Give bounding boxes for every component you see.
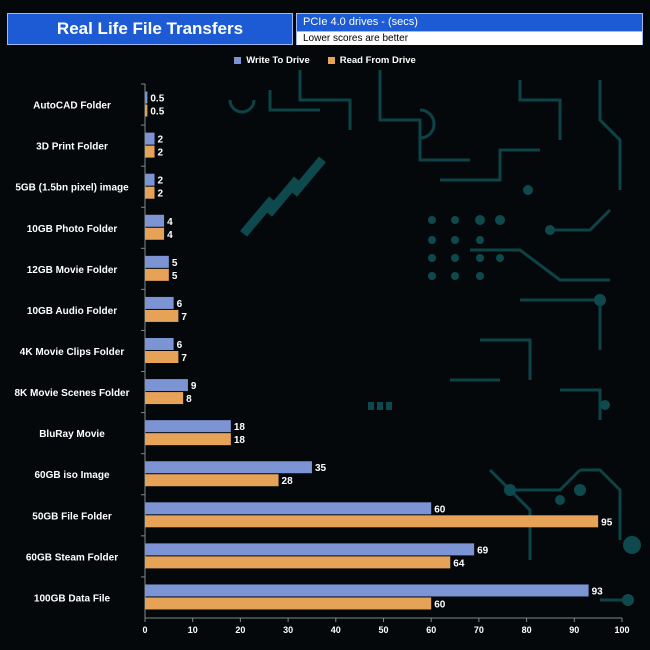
data-label-write: 2	[158, 135, 164, 146]
bar-write	[145, 502, 432, 515]
x-tick-label: 0	[142, 625, 147, 635]
legend-item-write: Write To Drive	[234, 55, 310, 66]
data-label-write: 18	[234, 422, 246, 433]
x-tick-label: 80	[522, 625, 532, 635]
bar-write	[145, 461, 312, 474]
x-tick-label: 70	[474, 625, 484, 635]
data-label-read: 0.5	[150, 107, 164, 118]
category-label: 3D Print Folder	[36, 142, 108, 153]
bar-read	[145, 186, 155, 199]
x-tick-label: 10	[188, 625, 198, 635]
x-tick-label: 90	[569, 625, 579, 635]
data-label-write: 4	[167, 217, 173, 228]
bar-write	[145, 132, 155, 145]
bar-read	[145, 104, 148, 117]
data-label-write: 9	[191, 381, 197, 392]
category-label: 10GB Photo Folder	[27, 224, 118, 235]
category-label: BluRay Movie	[39, 429, 105, 440]
bar-read	[145, 433, 231, 446]
data-label-read: 8	[186, 394, 192, 405]
category-label: 60GB Steam Folder	[26, 552, 118, 563]
chart-title: Real Life File Transfers	[7, 13, 293, 45]
category-label: AutoCAD Folder	[33, 101, 111, 112]
bar-read	[145, 227, 165, 240]
data-label-write: 6	[177, 299, 183, 310]
legend: Write To Drive Read From Drive	[0, 52, 650, 68]
category-label: 100GB Data File	[34, 593, 111, 604]
bar-write	[145, 255, 169, 268]
data-label-write: 69	[477, 545, 489, 556]
bar-write	[145, 379, 188, 392]
bar-write	[145, 420, 231, 433]
x-tick-label: 40	[331, 625, 341, 635]
legend-label-write: Write To Drive	[246, 54, 310, 66]
bar-read	[145, 515, 599, 528]
bar-read	[145, 268, 169, 281]
category-label: 8K Movie Scenes Folder	[14, 388, 129, 399]
bar-read	[145, 145, 155, 158]
data-label-read: 7	[181, 312, 187, 323]
data-label-read: 18	[234, 435, 246, 446]
data-label-read: 7	[181, 353, 187, 364]
data-label-read: 5	[172, 271, 178, 282]
legend-swatch-write	[234, 56, 242, 64]
x-tick-label: 20	[235, 625, 245, 635]
x-tick-label: 60	[426, 625, 436, 635]
legend-label-read: Read From Drive	[339, 54, 416, 66]
data-label-write: 60	[434, 504, 446, 515]
bar-write	[145, 91, 148, 104]
bar-read	[145, 556, 451, 569]
chart-subtitle: PCIe 4.0 drives - (secs)	[297, 14, 642, 32]
x-tick-label: 50	[378, 625, 388, 635]
bar-read	[145, 597, 432, 610]
category-label: 10GB Audio Folder	[27, 306, 117, 317]
category-label: 12GB Movie Folder	[27, 265, 118, 276]
category-label: 60GB iso Image	[34, 470, 109, 481]
bar-read	[145, 392, 184, 405]
bar-write	[145, 214, 165, 227]
data-label-read: 28	[282, 476, 294, 487]
category-label: 4K Movie Clips Folder	[20, 347, 125, 358]
bar-write	[145, 584, 589, 597]
bar-read	[145, 309, 179, 322]
chart-note: Lower scores are better	[297, 32, 642, 45]
x-tick-label: 30	[283, 625, 293, 635]
data-label-read: 95	[601, 517, 613, 528]
bar-write	[145, 173, 155, 186]
bar-read	[145, 474, 279, 487]
data-label-write: 2	[158, 176, 164, 187]
data-label-write: 6	[177, 340, 183, 351]
bar-write	[145, 543, 475, 556]
bar-read	[145, 351, 179, 363]
data-label-read: 2	[158, 189, 164, 200]
data-label-read: 2	[158, 148, 164, 159]
data-label-write: 5	[172, 258, 178, 269]
x-tick-label: 100	[614, 625, 629, 635]
bar-write	[145, 338, 174, 350]
category-label: 50GB File Folder	[32, 511, 112, 522]
data-label-write: 35	[315, 463, 327, 474]
data-label-write: 0.5	[150, 94, 164, 105]
category-label: 5GB (1.5bn pixel) image	[15, 183, 129, 194]
data-label-read: 64	[453, 558, 465, 569]
data-label-write: 93	[592, 586, 604, 597]
data-label-read: 60	[434, 599, 446, 610]
legend-swatch-read	[327, 56, 335, 64]
legend-item-read: Read From Drive	[327, 54, 416, 66]
bar-write	[145, 296, 174, 309]
data-label-read: 4	[167, 230, 173, 241]
chart-subtitle-box: PCIe 4.0 drives - (secs) Lower scores ar…	[296, 13, 643, 45]
